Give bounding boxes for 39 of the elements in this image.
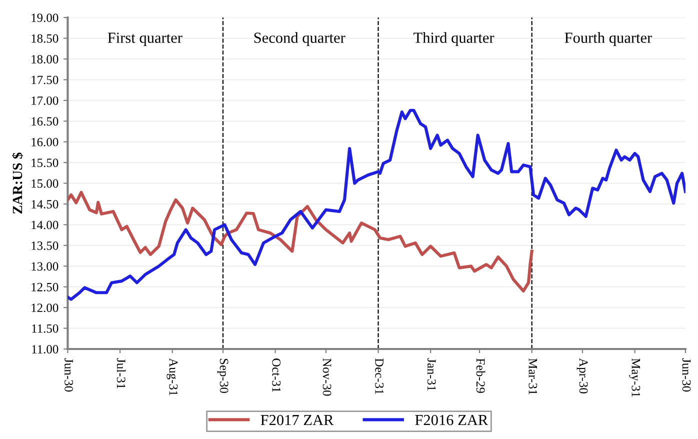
y-tick-label: 19.00 xyxy=(32,14,58,22)
x-tick-label: Jan-31 xyxy=(427,358,436,391)
y-tick-label: 12.50 xyxy=(32,282,58,292)
x-tick-label: Dec-31 xyxy=(375,358,384,394)
annotation: Third quarter xyxy=(414,32,494,46)
x-tick-label: Oct-31 xyxy=(272,358,281,392)
x-tick-label: Apr-30 xyxy=(576,358,588,394)
x-tick-label: Nov-30 xyxy=(322,358,332,396)
y-tick-label: 17.50 xyxy=(32,76,58,84)
y-axis-title: ZAR:US $ xyxy=(12,152,24,214)
line-series xyxy=(68,108,686,301)
y-tick-label: 16.00 xyxy=(32,138,58,146)
x-tick-label: Feb-29 xyxy=(476,358,486,393)
annotation: Second quarter xyxy=(254,32,346,46)
y-tick-label: 16.50 xyxy=(32,117,58,126)
x-tick-label: Jul-31 xyxy=(116,358,126,389)
y-tick-label: 15.50 xyxy=(32,158,58,168)
x-tick-label: Aug-31 xyxy=(166,358,178,396)
y-tick-label: 14.50 xyxy=(32,200,58,209)
y-tick-label: 15.00 xyxy=(32,179,58,188)
y-tick-label: 14.00 xyxy=(32,220,58,230)
y-tick-label: 18.00 xyxy=(32,55,58,64)
annotation: Fourth quarter xyxy=(564,32,652,46)
x-tick-label: Jun-30 xyxy=(682,358,691,392)
legend-label: F2016 ZAR xyxy=(415,414,488,426)
y-tick-label: 11.50 xyxy=(32,324,58,333)
y-tick-label: 17.00 xyxy=(32,96,58,105)
legend-label: F2017 ZAR xyxy=(260,414,334,426)
x-tick-label: Jun-30 xyxy=(64,358,74,392)
x-tick-label: Sep-30 xyxy=(217,358,228,393)
y-tick-label: 18.50 xyxy=(32,34,58,43)
y-tick-label: 12.00 xyxy=(32,304,58,312)
x-tick-label: Mar-31 xyxy=(528,358,538,395)
annotation: First quarter xyxy=(108,32,182,46)
y-tick-label: 11.00 xyxy=(32,345,58,354)
x-tick-label: May-31 xyxy=(629,358,640,397)
y-tick-label: 13.50 xyxy=(32,241,58,250)
y-tick-label: 13.00 xyxy=(32,262,58,271)
line-series xyxy=(68,190,534,293)
